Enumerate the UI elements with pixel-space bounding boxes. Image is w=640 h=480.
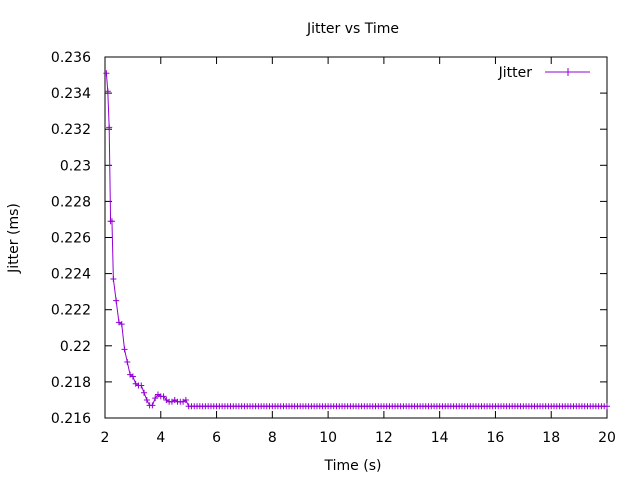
axis-tick-labels: 2 4 6 8 10 12 14 16 18 20 0.216 0.218 0.22 0.222 0.224… bbox=[51, 50, 616, 446]
y-tick-label-5: 0.226 bbox=[51, 231, 91, 247]
y-tick-label-2: 0.22 bbox=[60, 339, 91, 355]
data-point-0-23 bbox=[160, 393, 167, 400]
data-point-0-5 bbox=[110, 276, 117, 283]
data-point-0-0 bbox=[103, 70, 110, 77]
data-point-0-10 bbox=[124, 359, 131, 366]
data-point-0-8 bbox=[118, 321, 125, 328]
x-tick-label-7: 16 bbox=[487, 430, 505, 446]
x-tick-label-8: 18 bbox=[542, 430, 560, 446]
x-tick-label-6: 14 bbox=[431, 430, 449, 446]
y-tick-label-6: 0.228 bbox=[51, 194, 91, 210]
data-point-0-4 bbox=[108, 218, 115, 225]
legend-marker-jitter bbox=[564, 68, 572, 76]
data-point-0-31 bbox=[182, 396, 189, 403]
data-point-0-2 bbox=[106, 124, 113, 131]
data-point-0-15 bbox=[138, 382, 145, 389]
data-point-0-17 bbox=[143, 396, 150, 403]
y-tick-label-4: 0.224 bbox=[51, 267, 91, 283]
x-tick-label-4: 10 bbox=[319, 430, 337, 446]
y-tick-label-10: 0.236 bbox=[51, 50, 91, 66]
data-point-0-16 bbox=[141, 389, 148, 396]
y-tick-label-3: 0.222 bbox=[51, 303, 91, 319]
x-tick-label-1: 4 bbox=[156, 430, 165, 446]
data-point-0-20 bbox=[152, 395, 159, 402]
y-tick-label-7: 0.23 bbox=[60, 158, 91, 174]
y-tick-label-8: 0.232 bbox=[51, 122, 91, 138]
x-tick-label-0: 2 bbox=[101, 430, 110, 446]
y-tick-label-9: 0.234 bbox=[51, 86, 91, 102]
y-tick-label-0: 0.216 bbox=[51, 411, 91, 427]
x-axis-label: Time (s) bbox=[324, 458, 382, 474]
x-tick-label-5: 12 bbox=[375, 430, 393, 446]
data-point-0-19 bbox=[149, 402, 156, 409]
x-tick-label-3: 8 bbox=[268, 430, 277, 446]
series-layer bbox=[103, 70, 610, 410]
data-point-0-9 bbox=[121, 346, 128, 353]
legend: Jitter bbox=[498, 65, 590, 81]
x-tick-label-9: 20 bbox=[598, 430, 616, 446]
x-tick-label-2: 6 bbox=[212, 430, 221, 446]
y-tick-label-1: 0.218 bbox=[51, 375, 91, 391]
chart-title: Jitter vs Time bbox=[306, 21, 399, 37]
legend-label-jitter: Jitter bbox=[498, 65, 533, 81]
data-point-0-6 bbox=[113, 297, 120, 304]
y-axis-label: Jitter (ms) bbox=[6, 203, 22, 274]
data-point-0-182 bbox=[604, 403, 610, 410]
data-point-0-1 bbox=[104, 88, 111, 95]
data-point-0-12 bbox=[129, 373, 136, 380]
plot-frame bbox=[104, 56, 608, 419]
